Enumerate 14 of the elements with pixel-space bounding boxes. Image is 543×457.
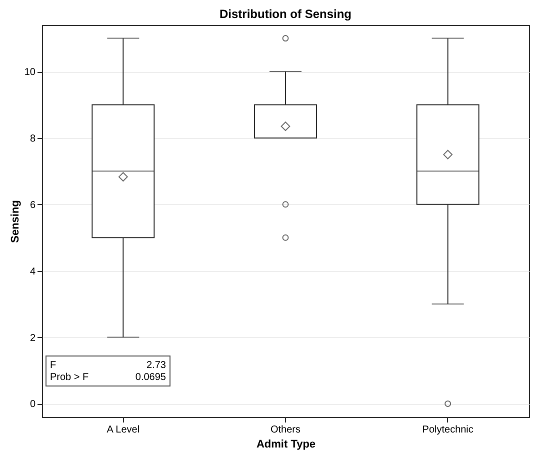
- text: F 2.73: [50, 360, 166, 372]
- y-tick-label: 4: [30, 266, 36, 278]
- y-tick-label: 0: [30, 399, 36, 410]
- y-tick-label: 6: [30, 200, 36, 211]
- x-tick-label: Others: [270, 424, 301, 436]
- y-tick-label: 8: [30, 133, 36, 144]
- x-axis-title: Admit Type: [256, 438, 316, 450]
- chart-title: Distribution of Sensing: [220, 7, 352, 21]
- y-axis-title: Sensing: [9, 200, 22, 243]
- text: Prob > F 0.0695: [50, 372, 166, 383]
- y-tick-label: 10: [24, 67, 36, 78]
- x-tick-label: A Level: [106, 424, 140, 436]
- y-tick-label: 2: [30, 332, 36, 344]
- x-tick-label: Polytechnic: [422, 424, 474, 436]
